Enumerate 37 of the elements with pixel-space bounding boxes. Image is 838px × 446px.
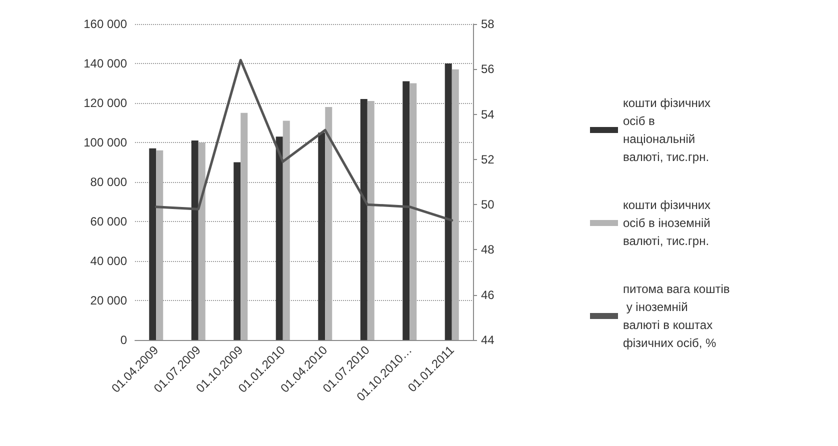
y2-tick-label: 50: [481, 198, 495, 212]
y2-tick-label: 54: [481, 107, 495, 122]
bar: [191, 140, 198, 340]
y2-tick-label: 48: [481, 242, 495, 257]
bar: [198, 142, 206, 340]
y-tick-label: 160 000: [84, 17, 128, 31]
bar: [276, 136, 283, 340]
y-tick-label: 20 000: [90, 294, 128, 308]
legend-label: кошти фізичних осіб в національній валюті, тис.грн.: [623, 96, 714, 164]
line-series: [154, 58, 454, 222]
y2-tick-label: 46: [481, 288, 495, 302]
bar: [149, 148, 156, 340]
y2-tick-label: 58: [481, 17, 495, 31]
y2-tick-label: 44: [481, 333, 495, 347]
bar: [402, 81, 410, 340]
y-tick-label: 0: [120, 333, 128, 347]
y-tick-label: 100 000: [84, 136, 128, 150]
bar: [452, 69, 459, 340]
legend-label: кошти фізичних осіб в іноземній валюті, тис.грн.: [623, 198, 714, 248]
bar: [410, 83, 417, 340]
legend-label: питома вага коштів у іноземній валюті в коштах фізичних осіб, %: [623, 282, 730, 350]
bar: [444, 64, 452, 340]
bar: [234, 162, 241, 340]
bar: [360, 99, 368, 340]
bar: [282, 120, 290, 340]
bar: [318, 132, 326, 340]
y2-tick-label: 52: [481, 152, 495, 166]
bar: [325, 106, 332, 340]
bar: [367, 101, 374, 340]
y-tick-label: 120 000: [84, 96, 128, 110]
y-tick-label: 60 000: [90, 214, 128, 228]
bar: [156, 150, 164, 340]
y-tick-label: 140 000: [84, 56, 128, 70]
bar: [240, 112, 248, 340]
y-tick-label: 40 000: [90, 254, 128, 268]
y2-tick-label: 56: [481, 62, 495, 76]
y-tick-label: 80 000: [90, 175, 128, 189]
